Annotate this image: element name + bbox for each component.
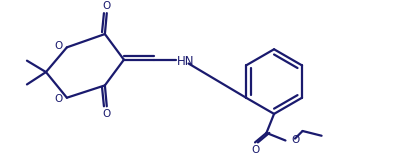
Text: O: O (55, 94, 63, 104)
Text: O: O (251, 145, 259, 155)
Text: O: O (103, 0, 111, 11)
Text: O: O (55, 41, 63, 51)
Text: O: O (103, 109, 111, 119)
Text: O: O (291, 135, 299, 145)
Text: HN: HN (177, 55, 195, 68)
